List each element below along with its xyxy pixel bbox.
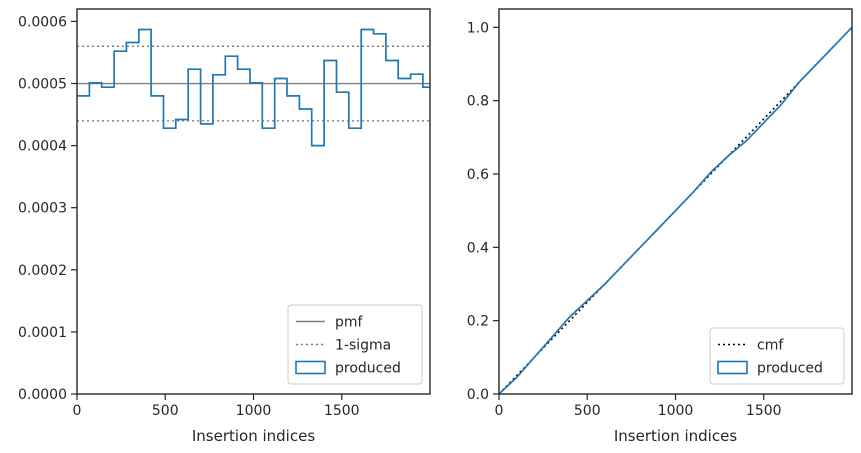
y-tick-label: 0.8 [467,94,489,110]
x-tick-label: 1500 [746,403,782,419]
legend: pmf 1-sigma produced [287,304,423,385]
y-tick-label: 0.6 [467,167,489,183]
y-tick-label: 0.2 [467,314,489,330]
legend-label-cmf: cmf [757,338,784,354]
y-tick-label: 0.0002 [18,263,67,279]
x-tick-label: 1500 [324,403,360,419]
legend-label-1-sigma: 1-sigma [335,338,391,354]
y-tick-label: 0.0004 [18,139,67,155]
chart-right-cmf: 0 500 1000 1500 0.0 0.2 0.4 0.6 0.8 1.0 Insertion … [467,8,853,445]
x-tick-label: 500 [152,403,179,419]
y-tick-label: 0.0000 [18,387,67,403]
x-axis-label: Insertion indices [192,427,315,445]
y-tick-label: 1.0 [467,20,489,36]
legend: cmf produced [709,327,845,385]
chart-left-pmf: 0 500 1000 1500 0.0000 0.0001 0.0002 0.0003 0.00… [18,8,431,445]
x-tick-label: 0 [495,403,504,419]
x-tick-label: 1000 [658,403,694,419]
y-tick-label: 0.4 [467,240,489,256]
y-tick-label: 0.0005 [18,77,67,93]
legend-label-produced: produced [335,361,401,377]
legend-swatch-produced [717,360,748,375]
y-tick-label: 0.0003 [18,201,67,217]
x-axis-label: Insertion indices [614,427,737,445]
x-tick-label: 500 [574,403,601,419]
legend-box [287,304,423,385]
x-tick-label: 1000 [236,403,272,419]
plot-marks [499,26,852,394]
y-tick-label: 0.0 [467,387,489,403]
series-produced-line [499,26,852,394]
y-tick-label: 0.0006 [18,14,67,30]
legend-box [709,327,845,385]
y-tick-label: 0.0001 [18,325,67,341]
legend-label-produced: produced [757,361,823,377]
x-tick-label: 0 [73,403,82,419]
legend-swatch-produced [295,360,326,375]
legend-label-pmf: pmf [335,315,364,331]
series-produced-line [77,28,430,147]
plot-marks [77,28,430,147]
